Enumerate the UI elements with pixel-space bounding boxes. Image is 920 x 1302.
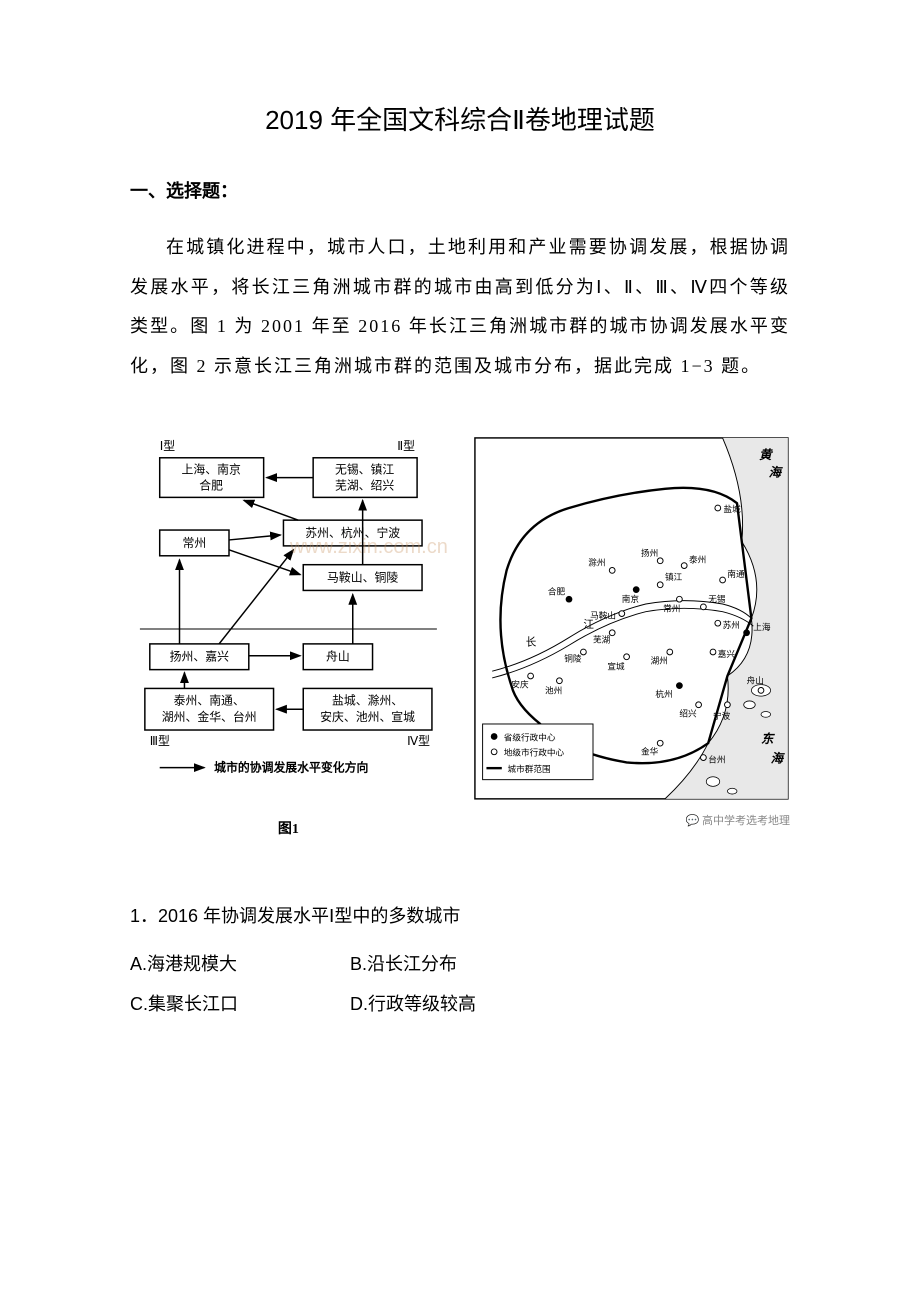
city-ningbo: 宁波 <box>713 711 731 722</box>
figure-1: Ⅰ型 Ⅱ型 Ⅲ型 Ⅳ型 上海、南京 合肥 无锡、镇江 芜湖、绍兴 常州 苏州、杭… <box>130 436 447 837</box>
city-nantong: 南通 <box>728 568 746 579</box>
city-yangzhou: 扬州 <box>641 547 658 558</box>
map-svg: 黄 海 东 海 长 江 盐城 扬州 泰州 南通 滁州 南京 <box>473 436 790 801</box>
option-a: A.海港规模大 <box>130 946 350 982</box>
city-anqing: 安庆 <box>512 679 530 690</box>
city-xuancheng: 宣城 <box>608 661 626 672</box>
type4-label: Ⅳ型 <box>407 734 430 748</box>
city-jinhua: 金华 <box>641 746 659 757</box>
question-1-text: 1．2016 年协调发展水平Ⅰ型中的多数城市 <box>130 898 790 934</box>
legend-prefecture: 地级市行政中心 <box>504 747 565 758</box>
box-changzhou: 常州 <box>182 536 206 550</box>
option-d: D.行政等级较高 <box>350 986 790 1022</box>
city-nanjing: 南京 <box>622 593 640 604</box>
box-yangzhou: 扬州、嘉兴 <box>170 650 229 664</box>
box-top-right-l2: 芜湖、绍兴 <box>335 479 394 493</box>
box-top-right-l1: 无锡、镇江 <box>335 463 394 477</box>
city-chizhou: 池州 <box>545 685 562 696</box>
figures-row: www.zixin.com.cn Ⅰ型 Ⅱ型 Ⅲ型 Ⅳ型 上海、南京 合肥 无锡… <box>130 436 790 837</box>
page-title: 2019 年全国文科综合Ⅱ卷地理试题 <box>130 100 790 137</box>
city-chuzhou: 滁州 <box>588 558 605 568</box>
city-hefei: 合肥 <box>548 586 566 597</box>
river-label-2: 江 <box>584 619 595 631</box>
passage-text: 在城镇化进程中，城市人口，土地利用和产业需要协调发展，根据协调发展水平，将长江三… <box>130 228 790 386</box>
map-credit: 💬 高中学考选考地理 <box>473 812 790 828</box>
city-taizhou2: 台州 <box>708 754 725 765</box>
city-huzhou: 湖州 <box>651 656 668 666</box>
city-shanghai: 上海 <box>754 621 772 632</box>
city-maanshan: 马鞍山 <box>590 610 616 621</box>
city-shaoxing: 绍兴 <box>680 708 698 719</box>
city-hangzhou: 杭州 <box>656 688 673 699</box>
option-b: B.沿长江分布 <box>350 946 790 982</box>
figure-2: 黄 海 东 海 长 江 盐城 扬州 泰州 南通 滁州 南京 <box>473 436 790 837</box>
city-suzhou: 苏州 <box>723 619 740 630</box>
city-zhenjiang: 镇江 <box>665 571 683 582</box>
east-sea-label-1: 东 <box>761 733 775 747</box>
type1-label: Ⅰ型 <box>160 439 175 453</box>
legend-text: 城市的协调发展水平变化方向 <box>214 761 368 775</box>
options-row-2: C.集聚长江口 D.行政等级较高 <box>130 986 790 1022</box>
legend-boundary: 城市群范围 <box>508 763 551 774</box>
box-maanshan: 马鞍山、铜陵 <box>327 571 398 585</box>
figure1-caption: 图1 <box>130 818 447 838</box>
city-taizhou: 泰州 <box>689 554 706 565</box>
section-header: 一、选择题： <box>130 177 790 203</box>
river-label: 长 <box>526 637 537 649</box>
flow-diagram-svg: Ⅰ型 Ⅱ型 Ⅲ型 Ⅳ型 上海、南京 合肥 无锡、镇江 芜湖、绍兴 常州 苏州、杭… <box>130 436 447 802</box>
question-1: 1．2016 年协调发展水平Ⅰ型中的多数城市 A.海港规模大 B.沿长江分布 C… <box>130 898 790 1022</box>
city-wuxi: 无锡 <box>708 594 726 604</box>
wechat-icon: 💬 <box>686 815 700 827</box>
legend-provincial: 省级行政中心 <box>504 732 556 743</box>
type3-label: Ⅲ型 <box>150 734 170 748</box>
option-c: C.集聚长江口 <box>130 986 350 1022</box>
type2-label: Ⅱ型 <box>397 439 415 453</box>
options-row-1: A.海港规模大 B.沿长江分布 <box>130 946 790 982</box>
city-tongling: 铜陵 <box>564 653 582 664</box>
box-top-left-l2: 合肥 <box>199 479 223 493</box>
city-changzhou: 常州 <box>663 603 680 614</box>
box-top-left-l1: 上海、南京 <box>182 463 241 477</box>
city-yancheng: 盐城 <box>724 503 742 514</box>
city-zhoushan: 舟山 <box>747 675 764 686</box>
box-zhoushan: 舟山 <box>326 650 350 664</box>
yellow-sea-label-1: 黄 <box>759 448 773 462</box>
box-bottom-right-l1: 盐城、滁州、 <box>332 694 403 708</box>
city-wuhu: 芜湖 <box>593 634 610 645</box>
box-bottom-right-l2: 安庆、池州、宣城 <box>320 710 415 724</box>
box-bottom-left-l1: 泰州、南通、 <box>174 694 245 708</box>
city-jiaxing: 嘉兴 <box>718 648 736 659</box>
box-bottom-left-l2: 湖州、金华、台州 <box>162 710 257 724</box>
box-suzhou: 苏州、杭州、宁波 <box>305 526 400 540</box>
